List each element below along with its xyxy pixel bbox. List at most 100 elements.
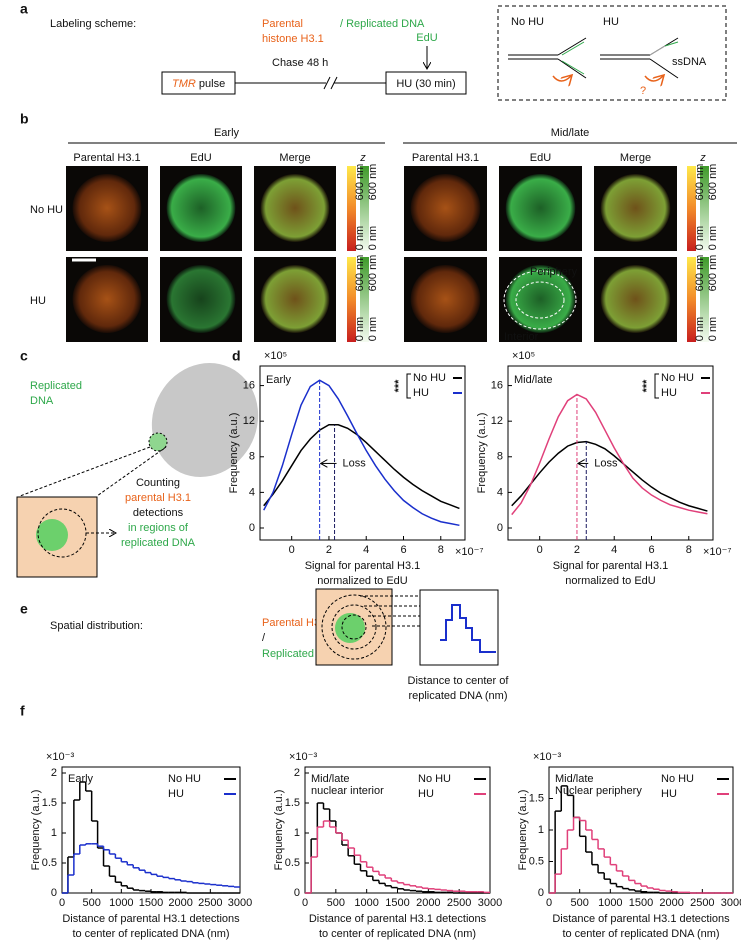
annotation: Loss — [594, 457, 618, 469]
x-axis-label: normalized to EdU — [565, 575, 656, 587]
x-tick-label: 1500 — [139, 897, 163, 909]
x-tick-label: 2 — [574, 544, 580, 556]
plot-frame — [507, 365, 714, 541]
label: EdU — [190, 152, 211, 164]
nucleus — [600, 174, 671, 242]
nucleus — [505, 174, 576, 242]
connector — [649, 58, 679, 79]
y-tick-label: 0 — [249, 522, 255, 534]
y-tick-label: 0.5 — [529, 855, 544, 867]
label: HU — [603, 16, 619, 28]
plot-title: Early — [266, 374, 292, 386]
inset-box — [497, 5, 727, 101]
x-tick-label: 500 — [82, 897, 100, 909]
scheme-box — [385, 71, 467, 95]
significance: *** — [641, 379, 653, 393]
orange-arrow — [644, 76, 663, 81]
ring — [331, 604, 377, 650]
label: Periphery — [530, 266, 578, 278]
x-axis-label: to center of replicated DNA (nm) — [562, 928, 719, 940]
label: Early — [214, 127, 240, 139]
colorbar — [687, 257, 696, 342]
legend-label: HU — [413, 387, 429, 399]
connector — [649, 45, 666, 56]
x-tick-label: 1500 — [385, 897, 409, 909]
y-axis-label: Frequency (a.u.) — [517, 790, 529, 871]
x-tick-label: 2500 — [447, 897, 471, 909]
colorbar — [360, 257, 369, 342]
scheme-label: TMR pulse — [172, 78, 225, 90]
panel-letter: c — [20, 348, 28, 364]
x-axis-label: Distance of parental H3.1 detections — [62, 913, 240, 925]
label: / — [262, 632, 266, 644]
legend-label: HU — [661, 788, 677, 800]
y-axis-label: Frequency (a.u.) — [228, 413, 240, 494]
y-tick-label: 0.5 — [42, 857, 57, 869]
x-tick-label: 2 — [326, 544, 332, 556]
x-tick-label: 8 — [686, 544, 692, 556]
colorbar-label: 600 nm — [707, 255, 719, 292]
x-tick-label: 3000 — [228, 897, 252, 909]
label: Parental H3.1 — [73, 152, 140, 164]
y-tick-label: 1.5 — [42, 797, 57, 809]
pulse: pulse — [196, 78, 225, 90]
plot-title: Mid/late — [555, 773, 594, 785]
x-tick-label: 0 — [546, 897, 552, 909]
nucleus — [600, 265, 671, 333]
x-tick-label: 2000 — [659, 897, 683, 909]
nucleus — [166, 174, 236, 242]
colorbar-label: 0 nm — [354, 317, 366, 341]
legend-label: HU — [661, 387, 677, 399]
x-tick-label: 500 — [570, 897, 588, 909]
nucleus — [166, 265, 236, 333]
x-tick-label: 2500 — [198, 897, 222, 909]
axis-multiplier: ×10⁻³ — [46, 751, 74, 763]
y-tick-label: 16 — [491, 379, 503, 391]
x-tick-label: 1500 — [629, 897, 653, 909]
legend-label: No HU — [413, 372, 446, 384]
y-tick-label: 4 — [497, 486, 503, 498]
bracket — [406, 373, 411, 399]
panel-letter: b — [20, 111, 29, 127]
colorbar — [700, 166, 709, 251]
y-tick-label: 4 — [249, 486, 255, 498]
zoom-circle — [148, 432, 168, 452]
label: No HU — [30, 204, 63, 216]
label: HU (30 min) — [396, 78, 455, 90]
connector — [330, 76, 338, 90]
connector — [557, 37, 587, 56]
x-axis-label: Signal for parental H3.1 — [305, 560, 421, 572]
legend-label: No HU — [661, 773, 694, 785]
colorbar — [360, 166, 369, 251]
colorbar-label: 600 nm — [694, 164, 706, 201]
profile — [440, 604, 496, 653]
ring — [341, 614, 367, 640]
colorbar-label: 600 nm — [707, 164, 719, 201]
region-outline — [503, 270, 577, 330]
legend-label: No HU — [418, 773, 451, 785]
colorbar — [347, 257, 356, 342]
panel-letter: f — [20, 703, 25, 719]
x-tick-label: 1000 — [354, 897, 378, 909]
axis-multiplier: ×10⁻⁷ — [703, 546, 731, 558]
y-tick-label: 0 — [538, 887, 544, 899]
y-tick-label: 12 — [491, 415, 503, 427]
label: Parental H3.1 — [412, 152, 479, 164]
y-axis-label: Frequency (a.u.) — [273, 790, 285, 871]
y-tick-label: 1.5 — [285, 797, 300, 809]
label: replicated DNA — [121, 537, 196, 549]
label: in regions of — [128, 522, 189, 534]
label: ssDNA — [672, 56, 707, 68]
x-tick-label: 3000 — [721, 897, 741, 909]
x-tick-label: 3000 — [478, 897, 502, 909]
y-axis-label: Frequency (a.u.) — [476, 413, 488, 494]
label: Spatial distribution: — [50, 620, 143, 632]
colorbar — [347, 166, 356, 251]
axis-multiplier: ×10⁵ — [264, 350, 287, 362]
colorbar-label: 0 nm — [707, 226, 719, 250]
ring — [321, 594, 387, 660]
panel-letter: d — [232, 348, 241, 364]
curve — [263, 423, 460, 510]
x-tick-label: 2000 — [168, 897, 192, 909]
